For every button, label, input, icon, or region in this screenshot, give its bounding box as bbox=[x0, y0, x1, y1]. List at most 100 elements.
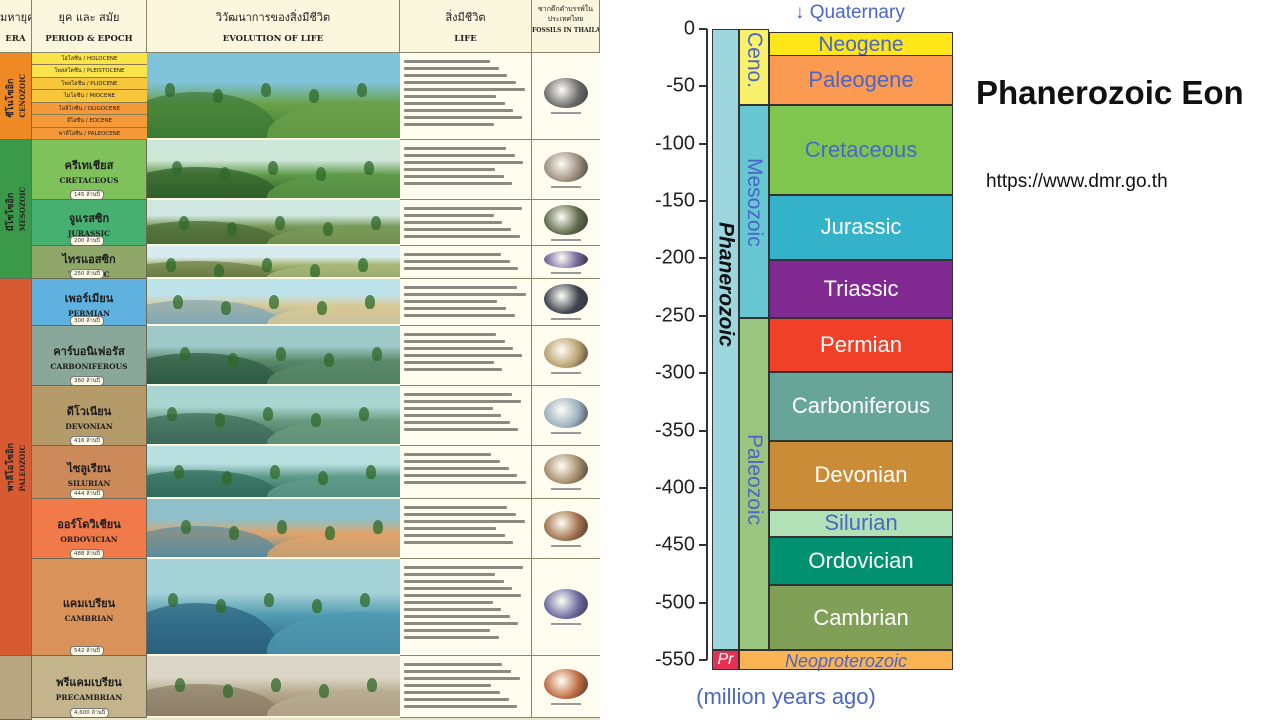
text-line bbox=[404, 594, 521, 597]
illustration-plant bbox=[214, 263, 224, 277]
eon-bar: Phanerozoic bbox=[712, 29, 739, 650]
fossil-caption bbox=[551, 488, 581, 490]
fossil-sample bbox=[532, 246, 600, 279]
evolution-illustration bbox=[147, 279, 400, 326]
fossil-sample bbox=[532, 326, 600, 386]
epoch-row: อีโอซีน / EOCENE bbox=[32, 115, 147, 128]
illustration-plant bbox=[312, 598, 322, 613]
fossil-image bbox=[544, 397, 588, 428]
period-cell: ไทรแอสซิกTRIASSIC250 ล้านปี bbox=[32, 246, 147, 279]
fossil-caption bbox=[551, 271, 581, 274]
text-line bbox=[404, 663, 503, 666]
period-bar: Cambrian bbox=[769, 585, 953, 650]
illustration-plant bbox=[277, 520, 287, 534]
header-fossils: ซากดึกดำบรรพ์ในประเทศไทย FOSSILS IN THAI… bbox=[532, 0, 600, 53]
illustration-plant bbox=[180, 347, 190, 361]
era-bar-label: Mesozoic bbox=[743, 157, 766, 247]
life-description bbox=[400, 386, 532, 446]
y-tick-mark bbox=[699, 601, 707, 604]
text-line bbox=[404, 513, 516, 516]
text-line bbox=[404, 601, 493, 604]
epoch-row: ไมโอซีน / MIOCENE bbox=[32, 90, 147, 103]
illustration-plant bbox=[262, 257, 272, 272]
period-age-badge: 4,600 ล้านปี bbox=[70, 708, 110, 717]
period-bar: Devonian bbox=[769, 440, 953, 510]
period-name-th: จูแรสซิก bbox=[68, 212, 110, 225]
text-line bbox=[404, 74, 508, 77]
fossil-sample bbox=[532, 386, 600, 446]
period-age-badge: 416 ล้านปี bbox=[70, 436, 104, 445]
y-tick-label: -200 bbox=[654, 246, 695, 269]
evolution-illustration bbox=[147, 326, 400, 386]
era-bar: Ceno. bbox=[739, 29, 769, 105]
text-line bbox=[404, 354, 523, 357]
period-bar: Carboniferous bbox=[769, 372, 953, 441]
text-line bbox=[404, 314, 515, 317]
period-name-en: CAMBRIAN bbox=[64, 613, 114, 623]
illustration-plant bbox=[227, 222, 237, 237]
y-tick-label: -100 bbox=[654, 132, 695, 155]
illustration-hill bbox=[147, 260, 277, 277]
era-cell: มีโซโซอิก MESOZOIC bbox=[0, 140, 32, 279]
illustration-plant bbox=[324, 353, 334, 367]
illustration-hill bbox=[267, 475, 400, 497]
fossil-image bbox=[544, 454, 588, 484]
y-tick-label: -250 bbox=[654, 304, 695, 327]
illustration-plant bbox=[275, 216, 285, 231]
period-name-th: คาร์บอนิเฟอรัส bbox=[53, 345, 125, 358]
text-line bbox=[404, 60, 491, 63]
life-description bbox=[400, 446, 532, 499]
era-label: พาลีโอโซอิก PALEOZOIC bbox=[4, 443, 28, 492]
era-bar: Paleozoic bbox=[739, 318, 769, 650]
y-tick-mark bbox=[699, 314, 707, 317]
illustration-plant bbox=[216, 598, 226, 613]
source-url[interactable]: https://www.dmr.go.th bbox=[986, 171, 1168, 192]
y-tick-label: -400 bbox=[654, 476, 695, 499]
period-name-th: ดีโวเนียน bbox=[66, 405, 112, 418]
evolution-illustration bbox=[147, 53, 400, 140]
y-tick-label: -550 bbox=[654, 648, 695, 671]
text-line bbox=[404, 670, 511, 673]
era-label: ซีโนโซอิก CENOZOIC bbox=[4, 74, 28, 117]
era-cell: พาลีโอโซอิก PALEOZOIC bbox=[0, 279, 32, 656]
text-line bbox=[404, 260, 510, 263]
text-line bbox=[404, 175, 504, 178]
illustration-plant bbox=[318, 470, 328, 485]
fossil-image bbox=[544, 151, 588, 182]
illustration-plant bbox=[220, 167, 230, 181]
text-line bbox=[404, 684, 492, 687]
text-line bbox=[404, 300, 498, 303]
proterozoic-bar: Pr bbox=[712, 649, 739, 671]
text-line bbox=[404, 428, 519, 431]
life-description bbox=[400, 200, 532, 246]
text-line bbox=[404, 698, 509, 701]
text-line bbox=[404, 116, 523, 119]
text-line bbox=[404, 400, 521, 403]
illustration-hill bbox=[147, 92, 277, 138]
fossil-sample bbox=[532, 499, 600, 559]
illustration-hill bbox=[267, 173, 400, 198]
period-age-badge: 542 ล้านปี bbox=[70, 646, 104, 655]
illustration-plant bbox=[311, 413, 321, 427]
text-line bbox=[404, 566, 524, 569]
illustration-hill bbox=[147, 220, 277, 244]
period-text: เพอร์เมียน PERMIAN bbox=[32, 289, 146, 318]
text-line bbox=[404, 534, 505, 537]
illustration-plant bbox=[271, 677, 281, 692]
text-line bbox=[404, 622, 519, 625]
text-line bbox=[404, 168, 496, 171]
era-label-en: PALEOZOIC bbox=[17, 444, 27, 492]
text-line bbox=[404, 481, 526, 484]
fossil-sample bbox=[532, 200, 600, 246]
fossil-sample bbox=[532, 279, 600, 326]
illustration-hill bbox=[267, 690, 400, 716]
fossil-sample bbox=[532, 446, 600, 499]
period-text: ดีโวเนียน DEVONIAN bbox=[32, 402, 146, 431]
text-line bbox=[404, 527, 497, 530]
era-bar-label: Ceno. bbox=[743, 32, 766, 89]
fossil-image bbox=[544, 250, 588, 268]
eon-label: Phanerozoic bbox=[714, 221, 738, 347]
illustration-plant bbox=[264, 592, 274, 607]
illustration-plant bbox=[213, 89, 223, 104]
life-description bbox=[400, 499, 532, 559]
